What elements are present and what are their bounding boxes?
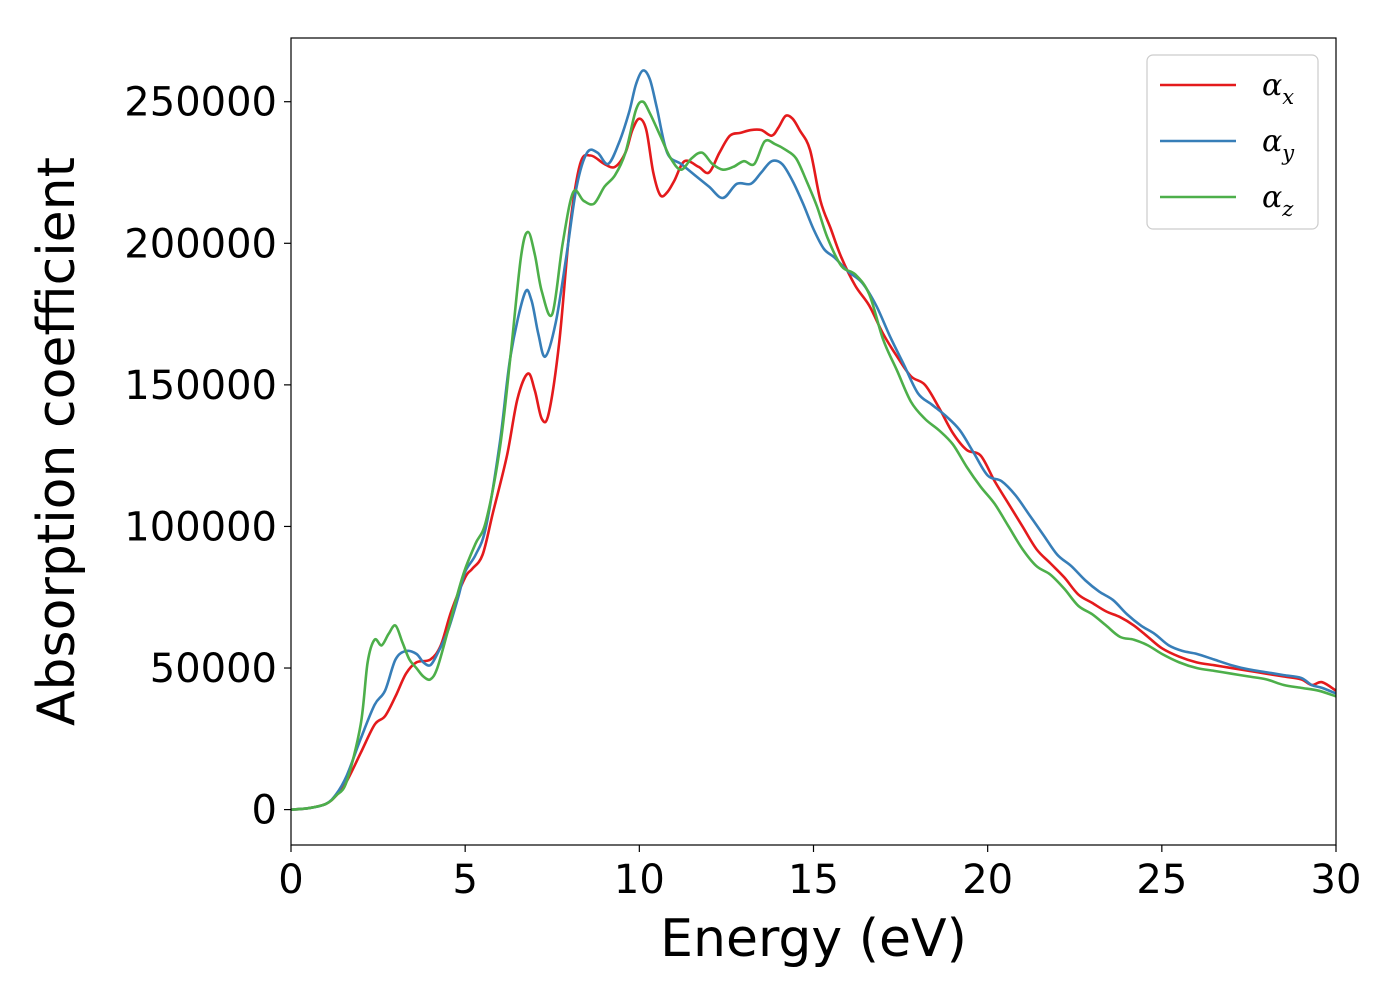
x-tick-label: 25 xyxy=(1136,857,1187,903)
y-tick-label: 250000 xyxy=(124,80,277,126)
series-line-alpha-z xyxy=(290,100,1337,811)
legend: αx αy αz xyxy=(1146,54,1319,230)
series-line-alpha-x xyxy=(290,114,1337,811)
y-tick-label: 100000 xyxy=(124,504,277,550)
x-tick-label: 10 xyxy=(614,857,665,903)
legend-label-alpha-x: αx xyxy=(1262,68,1294,109)
legend-label-alpha-y: αy xyxy=(1262,124,1295,165)
x-tick-label: 20 xyxy=(962,857,1013,903)
y-tick-label: 200000 xyxy=(124,221,277,267)
y-tick-label: 150000 xyxy=(124,363,277,409)
y-axis: 0 50000 100000 150000 200000 250000 xyxy=(124,80,291,834)
y-tick-label: 0 xyxy=(252,788,277,834)
plot-lines xyxy=(290,69,1337,811)
x-axis: 0 5 10 15 20 25 30 xyxy=(278,845,1361,903)
x-axis-label: Energy (eV) xyxy=(660,909,967,969)
legend-label-alpha-z: αz xyxy=(1262,180,1294,221)
y-axis-label: Absorption coefficient xyxy=(27,157,87,726)
x-tick-label: 0 xyxy=(278,857,303,903)
y-tick-label: 50000 xyxy=(150,646,277,692)
x-tick-label: 5 xyxy=(452,857,477,903)
x-tick-label: 15 xyxy=(788,857,839,903)
x-tick-label: 30 xyxy=(1311,857,1362,903)
